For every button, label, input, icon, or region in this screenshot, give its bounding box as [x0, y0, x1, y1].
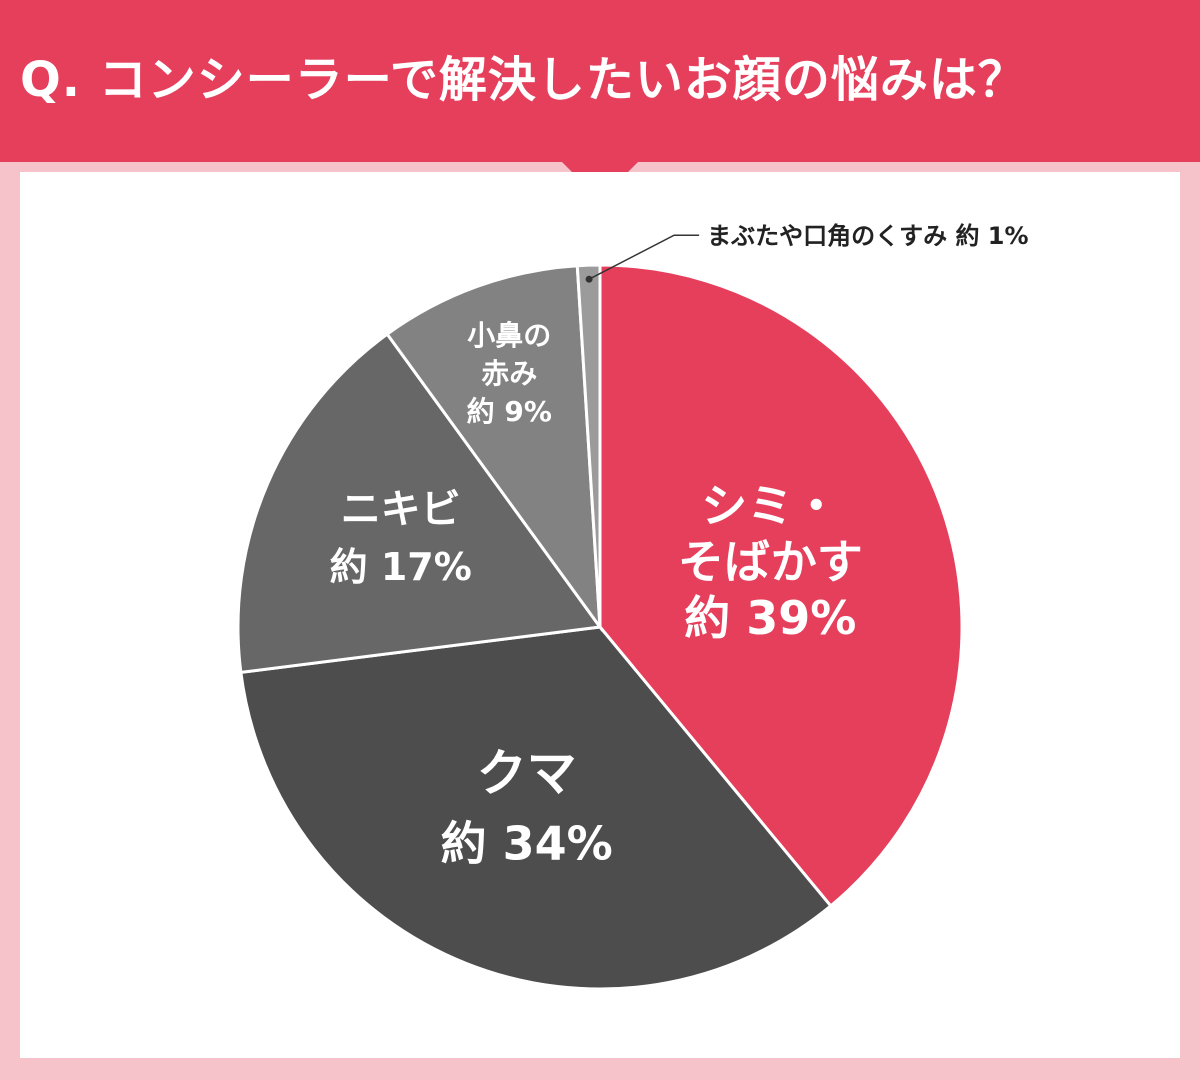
- callout-label: まぶたや口角のくすみ 約 1%: [707, 222, 1028, 250]
- pie-slice-2: [239, 625, 833, 991]
- callout-leader-line: [588, 234, 700, 280]
- chart-title: Q. コンシーラーで解決したいお顔の悩みは？: [20, 52, 1027, 108]
- slice-label-4: 赤み: [481, 357, 537, 390]
- pie-slice-4: [385, 264, 602, 633]
- slice-value-label-4: 約 9%: [467, 395, 552, 428]
- pie-slice-3: [236, 332, 603, 675]
- slice-value-label-1: 約 39%: [684, 591, 856, 645]
- pie-callouts: まぶたや口角のくすみ 約 1%: [585, 222, 1029, 283]
- slice-label-1: シミ・: [701, 479, 839, 533]
- slice-label-1: そばかす: [678, 535, 863, 589]
- slice-value-label-2: 約 34%: [441, 817, 613, 871]
- slice-label-2: クマ: [477, 745, 577, 803]
- pie-slice-5: [575, 263, 602, 628]
- pie-slices: [236, 263, 964, 991]
- callout-dot: [585, 275, 593, 283]
- title-banner: Q. コンシーラーで解決したいお顔の悩みは？: [0, 0, 1200, 162]
- pie-slice-1: [598, 263, 964, 909]
- slice-value-label-3: 約 17%: [330, 545, 472, 589]
- slice-label-4: 小鼻の: [467, 319, 551, 352]
- slice-label-3: ニキビ: [341, 487, 461, 533]
- chart-panel: シミ・ そばかす約 39% クマ約 34% ニキビ約 17% 小鼻の赤み約 9% まぶた…: [20, 172, 1180, 1058]
